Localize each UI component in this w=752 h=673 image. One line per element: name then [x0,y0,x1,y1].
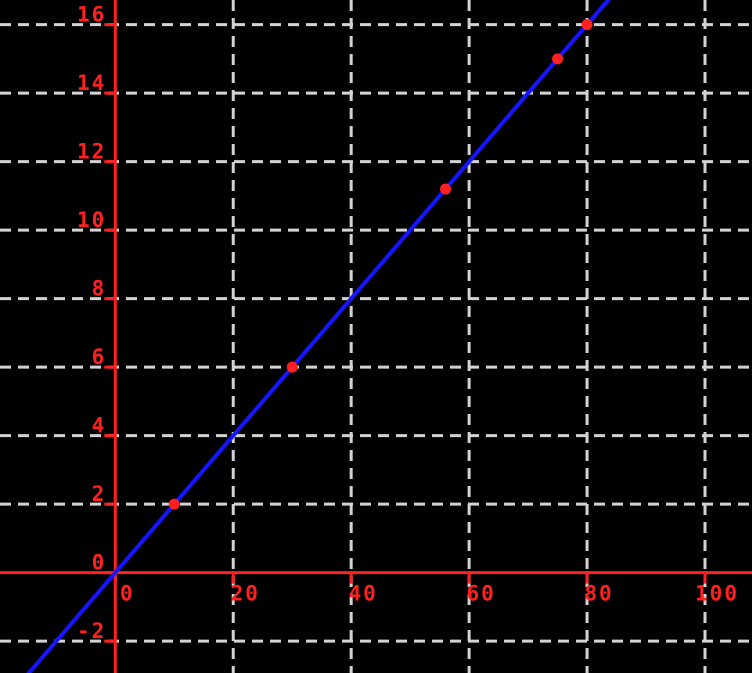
y-tick-label: 6 [92,345,107,369]
x-tick-label: 0 [120,582,135,606]
data-point [440,183,452,195]
y-tick-label: 12 [77,140,106,164]
y-tick-label: 2 [92,482,107,506]
y-tick-label: 16 [77,3,106,27]
y-tick-label: 14 [77,71,106,95]
y-tick-label: 4 [92,414,107,438]
x-tick-label: 20 [231,582,260,606]
x-tick-label: 40 [349,582,378,606]
data-point [552,53,564,65]
y-tick-label: 8 [92,277,107,301]
x-tick-label: 80 [584,582,613,606]
y-tick-label: 0 [92,551,107,575]
x-tick-label: 100 [695,582,739,606]
y-tick-label: -2 [77,619,106,643]
x-tick-label: 60 [466,582,495,606]
data-point [168,498,180,510]
data-point [581,19,593,31]
data-point [286,361,298,373]
y-tick-label: 10 [77,208,106,232]
